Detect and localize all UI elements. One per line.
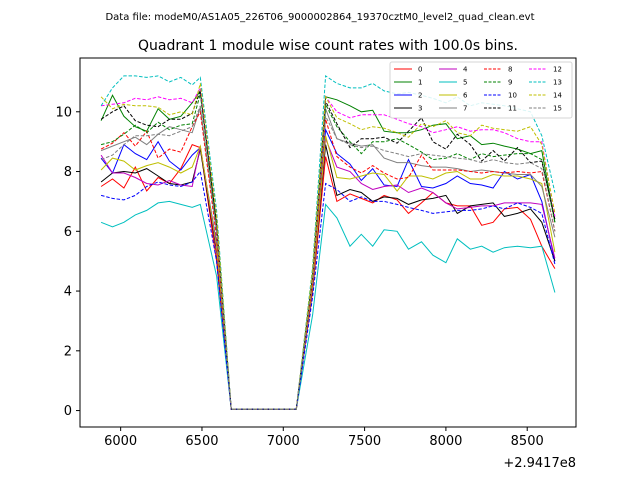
legend-label-7: 7 [463, 105, 467, 113]
legend-box [389, 61, 573, 119]
legend-label-6: 6 [463, 92, 468, 100]
y-tick-label: 6 [64, 225, 72, 240]
legend-label-5: 5 [463, 79, 467, 87]
axis-ticks: 6000 6500 7000 7500 8000 8500 0 2 4 6 8 10 [55, 105, 543, 449]
series-line-12 [101, 86, 556, 410]
legend-label-12: 12 [553, 66, 562, 74]
series-line-11 [100, 90, 556, 410]
legend-label-11: 11 [508, 105, 517, 113]
legend-label-14: 14 [553, 92, 562, 100]
axes-frame [79, 57, 577, 428]
y-tick-label: 0 [64, 404, 72, 419]
series-line-6 [100, 135, 556, 410]
legend-label-10: 10 [508, 92, 517, 100]
legend-label-9: 9 [508, 79, 512, 87]
legend-label-15: 15 [553, 105, 562, 113]
chart-title: Quadrant 1 module wise count rates with … [138, 38, 518, 54]
y-tick-label: 10 [55, 105, 72, 120]
plot-area [100, 75, 556, 410]
series-line-0 [100, 143, 556, 410]
legend-label-1: 1 [418, 79, 422, 87]
series-line-14 [100, 83, 556, 410]
x-tick-label: 7500 [348, 434, 381, 449]
x-tick-label: 6500 [185, 434, 218, 449]
series-line-1 [100, 89, 556, 410]
series-line-7 [100, 107, 556, 410]
x-tick-label: 6000 [104, 434, 137, 449]
legend-label-2: 2 [418, 92, 422, 100]
legend-label-0: 0 [418, 66, 422, 74]
x-axis-offset-label: +2.9417e8 [503, 456, 576, 471]
x-tick-label: 8000 [429, 434, 462, 449]
y-tick-label: 2 [64, 344, 72, 359]
series-line-15 [100, 105, 556, 410]
legend-label-13: 13 [553, 79, 562, 87]
figure-suptitle: Data file: modeM0/AS1A05_226T06_90000028… [105, 12, 534, 23]
series-line-3 [100, 144, 556, 410]
series-line-10 [100, 170, 556, 410]
series-line-4 [100, 138, 556, 410]
legend-label-4: 4 [463, 66, 468, 74]
x-tick-label: 8500 [511, 434, 544, 449]
series-line-2 [100, 127, 556, 410]
legend-label-8: 8 [508, 66, 512, 74]
series-line-5 [100, 200, 556, 410]
y-tick-label: 8 [64, 165, 72, 180]
series-line-8 [100, 110, 556, 410]
legend-label-3: 3 [418, 105, 422, 113]
y-tick-label: 4 [64, 285, 72, 300]
x-tick-label: 7000 [267, 434, 300, 449]
series-line-9 [100, 93, 556, 410]
